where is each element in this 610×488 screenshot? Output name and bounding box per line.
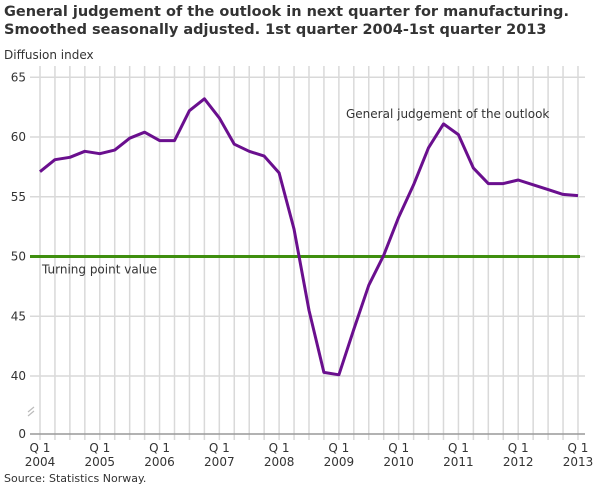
y-tick-label: 50 bbox=[11, 250, 26, 264]
x-tick-quarter-label: Q 1 bbox=[269, 441, 290, 455]
y-axis-label: Diffusion index bbox=[4, 48, 94, 62]
x-tick-quarter-label: Q 1 bbox=[30, 441, 51, 455]
x-tick-quarter-label: Q 1 bbox=[209, 441, 230, 455]
axis-break-icon bbox=[27, 406, 35, 417]
x-tick-quarter-label: Q 1 bbox=[568, 441, 589, 455]
x-tick-year-label: 2006 bbox=[144, 455, 175, 469]
x-tick-year-label: 2007 bbox=[204, 455, 235, 469]
reference-line-label: Turning point value bbox=[41, 263, 157, 277]
x-tick-year-label: 2013 bbox=[563, 455, 594, 469]
x-tick-quarter-label: Q 1 bbox=[328, 441, 349, 455]
y-tick-label: 65 bbox=[11, 70, 26, 84]
x-tick-year-label: 2004 bbox=[25, 455, 56, 469]
x-tick-quarter-label: Q 1 bbox=[448, 441, 469, 455]
y-tick-label: 0 bbox=[18, 427, 26, 441]
x-tick-year-label: 2005 bbox=[85, 455, 116, 469]
source-note: Source: Statistics Norway. bbox=[4, 472, 147, 485]
y-tick-label: 60 bbox=[11, 130, 26, 144]
x-tick-year-label: 2012 bbox=[503, 455, 534, 469]
x-tick-year-label: 2011 bbox=[443, 455, 474, 469]
series-label: General judgement of the outlook bbox=[346, 107, 549, 121]
x-tick-quarter-label: Q 1 bbox=[89, 441, 110, 455]
y-tick-label: 55 bbox=[11, 190, 26, 204]
x-tick-quarter-label: Q 1 bbox=[388, 441, 409, 455]
y-tick-label: 40 bbox=[11, 369, 26, 383]
x-tick-year-label: 2008 bbox=[264, 455, 295, 469]
x-tick-year-label: 2010 bbox=[383, 455, 414, 469]
title-line-2: Smoothed seasonally adjusted. 1st quarte… bbox=[4, 22, 547, 38]
y-tick-label: 45 bbox=[11, 309, 26, 323]
x-tick-quarter-label: Q 1 bbox=[149, 441, 170, 455]
x-tick-year-label: 2009 bbox=[324, 455, 355, 469]
chart-title: General judgement of the outlook in next… bbox=[4, 3, 604, 39]
x-tick-quarter-label: Q 1 bbox=[508, 441, 529, 455]
title-line-1: General judgement of the outlook in next… bbox=[4, 4, 569, 20]
